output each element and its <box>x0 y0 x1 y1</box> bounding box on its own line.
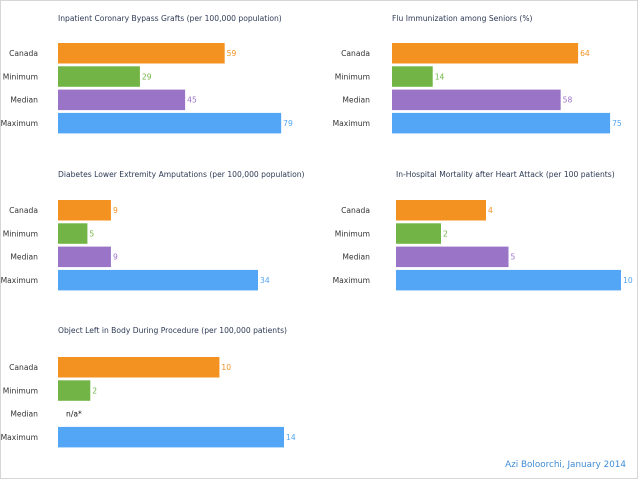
category-label-minimum: Minimum <box>335 229 370 238</box>
category-label-canada: Canada <box>341 206 370 215</box>
category-label-median: Median <box>10 410 38 419</box>
value-label-maximum: 14 <box>286 433 296 442</box>
value-label-maximum: 34 <box>260 276 270 285</box>
category-label-canada: Canada <box>9 49 38 58</box>
value-label-canada: 9 <box>113 206 118 215</box>
chart-title: In-Hospital Mortality after Heart Attack… <box>396 170 615 179</box>
category-label-maximum: Maximum <box>333 119 370 128</box>
chart-panel-1: Inpatient Coronary Bypass Grafts (per 10… <box>1 14 293 134</box>
value-label-median: 9 <box>113 253 118 262</box>
chart-panel-3: Diabetes Lower Extremity Amputations (pe… <box>1 170 305 291</box>
bar-canada <box>58 43 225 64</box>
bar-maximum <box>58 269 258 291</box>
category-label-maximum: Maximum <box>1 119 38 128</box>
value-label-minimum: 2 <box>92 386 97 395</box>
value-label-median: 45 <box>187 96 197 105</box>
chart-title: Object Left in Body During Procedure (pe… <box>58 326 287 335</box>
value-label-median: 5 <box>511 253 516 262</box>
value-label-minimum: 14 <box>435 72 445 81</box>
value-label-canada: 10 <box>221 363 231 372</box>
value-label-canada: 64 <box>580 49 590 58</box>
chart-title: Diabetes Lower Extremity Amputations (pe… <box>58 170 305 179</box>
category-label-minimum: Minimum <box>335 72 370 81</box>
value-label-maximum: 75 <box>612 119 622 128</box>
bar-canada <box>58 200 111 221</box>
value-label-minimum: 5 <box>89 229 94 238</box>
bar-canada <box>396 200 486 221</box>
bar-minimum <box>58 380 91 401</box>
bar-median <box>58 246 111 268</box>
category-label-minimum: Minimum <box>3 386 38 395</box>
bar-median <box>392 89 561 111</box>
category-label-median: Median <box>342 253 370 262</box>
bar-maximum <box>392 112 611 134</box>
category-label-canada: Canada <box>341 49 370 58</box>
chart-title: Inpatient Coronary Bypass Grafts (per 10… <box>58 14 282 23</box>
value-label-canada: 4 <box>488 206 493 215</box>
bar-median <box>396 246 509 268</box>
bar-canada <box>392 43 579 64</box>
chart-panel-2: Flu Immunization among Seniors (%) Canada… <box>333 14 622 134</box>
bar-maximum <box>396 269 621 291</box>
category-label-canada: Canada <box>9 206 38 215</box>
value-label-canada: 59 <box>227 49 237 58</box>
category-label-median: Median <box>10 96 38 105</box>
bar-minimum <box>58 223 88 244</box>
category-label-maximum: Maximum <box>1 433 38 442</box>
bar-minimum <box>396 223 441 244</box>
value-label-median: 58 <box>563 96 573 105</box>
category-label-median: Median <box>10 253 38 262</box>
bar-maximum <box>58 112 282 134</box>
bar-maximum <box>58 426 284 448</box>
chart-panel-4: In-Hospital Mortality after Heart Attack… <box>333 170 633 291</box>
bar-canada <box>58 357 220 378</box>
chart-panel-5: Object Left in Body During Procedure (pe… <box>1 326 296 448</box>
bar-median <box>58 89 186 111</box>
value-label-minimum: 29 <box>142 72 152 81</box>
value-label-maximum: 79 <box>283 119 293 128</box>
category-label-canada: Canada <box>9 363 38 372</box>
category-label-median: Median <box>342 96 370 105</box>
bar-minimum <box>58 66 140 87</box>
chart-title: Flu Immunization among Seniors (%) <box>392 14 533 23</box>
bar-minimum <box>392 66 433 87</box>
value-label-minimum: 2 <box>443 229 448 238</box>
category-label-minimum: Minimum <box>3 229 38 238</box>
category-label-minimum: Minimum <box>3 72 38 81</box>
category-label-maximum: Maximum <box>1 276 38 285</box>
value-label-maximum: 10 <box>623 276 633 285</box>
author-credit: Azi Boloorchi, January 2014 <box>505 460 626 470</box>
not-available-label: n/a* <box>66 410 82 419</box>
category-label-maximum: Maximum <box>333 276 370 285</box>
